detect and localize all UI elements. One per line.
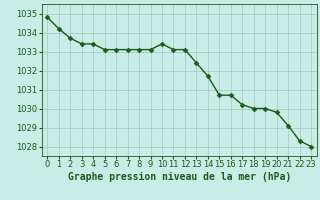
X-axis label: Graphe pression niveau de la mer (hPa): Graphe pression niveau de la mer (hPa): [68, 172, 291, 182]
